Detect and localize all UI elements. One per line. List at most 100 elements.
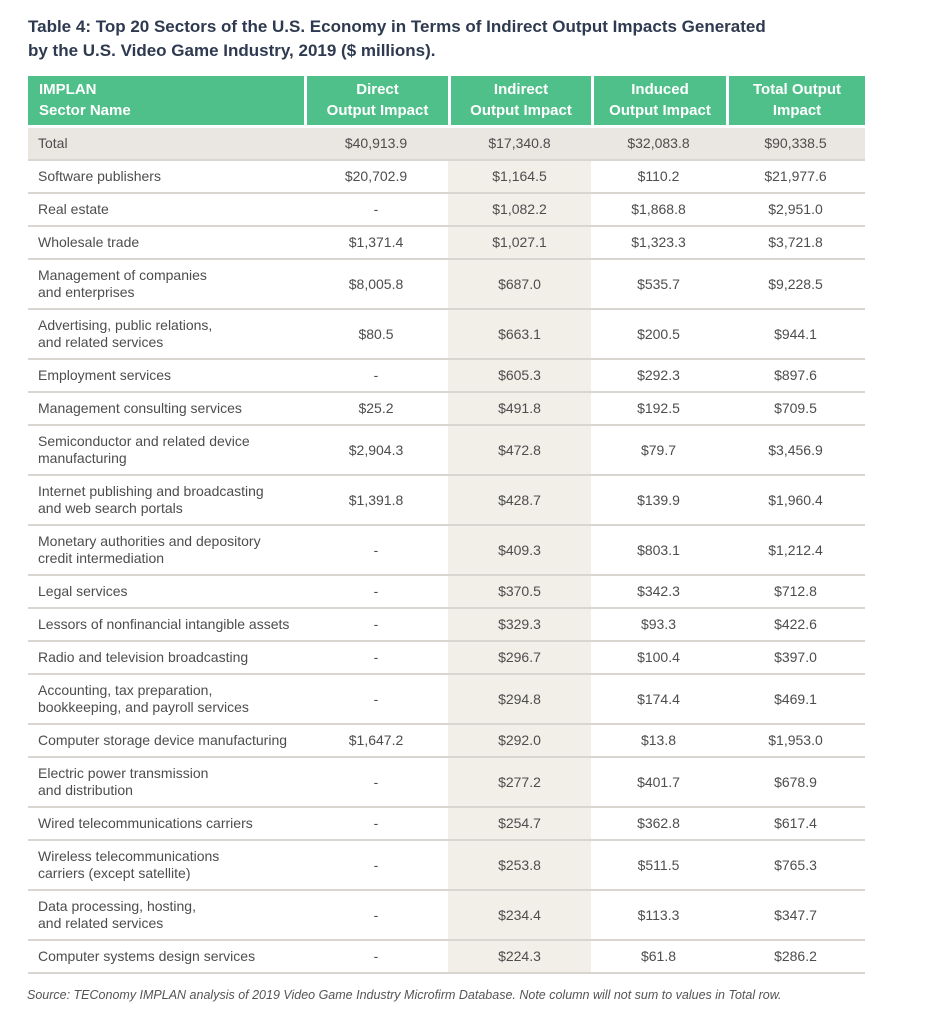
induced-value-cell: $100.4	[591, 642, 726, 675]
total-value-cell: $765.3	[726, 841, 865, 891]
direct-value-cell: -	[304, 642, 448, 675]
table-row: Software publishers $20,702.9 $1,164.5 $110…	[28, 161, 865, 194]
direct-value-cell: $2,904.3	[304, 426, 448, 476]
induced-value-cell: $32,083.8	[591, 128, 726, 161]
total-value-cell: $347.7	[726, 891, 865, 941]
direct-value-cell: -	[304, 194, 448, 227]
col-header-sector-name: IMPLAN Sector Name	[28, 76, 304, 128]
direct-value-cell: -	[304, 675, 448, 725]
indirect-value-cell: $254.7	[448, 808, 591, 841]
table-row: Wired telecommunications carriers - $254.7…	[28, 808, 865, 841]
induced-value-cell: $1,323.3	[591, 227, 726, 260]
col-header-direct-output: Direct Output Impact	[304, 76, 448, 128]
induced-value-cell: $342.3	[591, 576, 726, 609]
total-value-cell: $712.8	[726, 576, 865, 609]
sector-name-cell: Computer storage device manufacturing	[28, 725, 304, 758]
induced-value-cell: $93.3	[591, 609, 726, 642]
total-value-cell: $678.9	[726, 758, 865, 808]
col-header-indirect-output: Indirect Output Impact	[448, 76, 591, 128]
direct-value-cell: $40,913.9	[304, 128, 448, 161]
direct-value-cell: -	[304, 576, 448, 609]
total-value-cell: $709.5	[726, 393, 865, 426]
table-row: Data processing, hosting, and related se…	[28, 891, 865, 941]
direct-value-cell: -	[304, 526, 448, 576]
table-row: Wholesale trade $1,371.4 $1,027.1 $1,323.3 $…	[28, 227, 865, 260]
sector-name-cell: Software publishers	[28, 161, 304, 194]
total-value-cell: $469.1	[726, 675, 865, 725]
induced-value-cell: $511.5	[591, 841, 726, 891]
indirect-value-cell: $253.8	[448, 841, 591, 891]
indirect-value-cell: $329.3	[448, 609, 591, 642]
indirect-value-cell: $370.5	[448, 576, 591, 609]
table-body: Total $40,913.9 $17,340.8 $32,083.8 $90,338.…	[28, 128, 865, 974]
table-row: Computer storage device manufacturing $1,…	[28, 725, 865, 758]
sector-name-cell: Accounting, tax preparation, bookkeeping…	[28, 675, 304, 725]
sector-name-cell: Total	[28, 128, 304, 161]
indirect-value-cell: $1,164.5	[448, 161, 591, 194]
total-value-cell: $3,721.8	[726, 227, 865, 260]
total-value-cell: $422.6	[726, 609, 865, 642]
induced-value-cell: $110.2	[591, 161, 726, 194]
total-value-cell: $1,953.0	[726, 725, 865, 758]
sector-name-cell: Wholesale trade	[28, 227, 304, 260]
induced-value-cell: $292.3	[591, 360, 726, 393]
indirect-value-cell: $277.2	[448, 758, 591, 808]
table-row: Wireless telecommunications carriers (ex…	[28, 841, 865, 891]
induced-value-cell: $13.8	[591, 725, 726, 758]
direct-value-cell: -	[304, 891, 448, 941]
total-value-cell: $944.1	[726, 310, 865, 360]
table-row: Lessors of nonfinancial intangible asset…	[28, 609, 865, 642]
induced-value-cell: $803.1	[591, 526, 726, 576]
table-row: Accounting, tax preparation, bookkeeping…	[28, 675, 865, 725]
induced-value-cell: $174.4	[591, 675, 726, 725]
col-header-total-output: Total Output Impact	[726, 76, 865, 128]
sector-name-cell: Wireless telecommunications carriers (ex…	[28, 841, 304, 891]
table-row: Management consulting services $25.2 $491.…	[28, 393, 865, 426]
table-title-line1: Table 4: Top 20 Sectors of the U.S. Econ…	[28, 17, 766, 36]
direct-value-cell: -	[304, 758, 448, 808]
direct-value-cell: $8,005.8	[304, 260, 448, 310]
induced-value-cell: $535.7	[591, 260, 726, 310]
total-value-cell: $21,977.6	[726, 161, 865, 194]
induced-value-cell: $79.7	[591, 426, 726, 476]
direct-value-cell: $1,371.4	[304, 227, 448, 260]
total-value-cell: $397.0	[726, 642, 865, 675]
total-value-cell: $90,338.5	[726, 128, 865, 161]
col-header-induced-output: Induced Output Impact	[591, 76, 726, 128]
table-row: Semiconductor and related device manufac…	[28, 426, 865, 476]
table-row: Real estate - $1,082.2 $1,868.8 $2,951.0	[28, 194, 865, 227]
table-row: Computer systems design services - $224.3 $…	[28, 941, 865, 974]
impact-table: IMPLAN Sector Name Direct Output Impact …	[28, 76, 865, 974]
sector-name-cell: Electric power transmission and distribu…	[28, 758, 304, 808]
indirect-value-cell: $428.7	[448, 476, 591, 526]
total-value-cell: $1,212.4	[726, 526, 865, 576]
direct-value-cell: -	[304, 941, 448, 974]
indirect-value-cell: $687.0	[448, 260, 591, 310]
sector-name-cell: Employment services	[28, 360, 304, 393]
direct-value-cell: $1,391.8	[304, 476, 448, 526]
direct-value-cell: $25.2	[304, 393, 448, 426]
sector-name-cell: Advertising, public relations, and relat…	[28, 310, 304, 360]
direct-value-cell: $1,647.2	[304, 725, 448, 758]
indirect-value-cell: $296.7	[448, 642, 591, 675]
induced-value-cell: $192.5	[591, 393, 726, 426]
indirect-value-cell: $409.3	[448, 526, 591, 576]
indirect-value-cell: $17,340.8	[448, 128, 591, 161]
total-value-cell: $286.2	[726, 941, 865, 974]
table-row: Monetary authorities and depository cred…	[28, 526, 865, 576]
total-value-cell: $3,456.9	[726, 426, 865, 476]
sector-name-cell: Real estate	[28, 194, 304, 227]
induced-value-cell: $61.8	[591, 941, 726, 974]
header-row: IMPLAN Sector Name Direct Output Impact …	[28, 76, 865, 128]
indirect-value-cell: $491.8	[448, 393, 591, 426]
induced-value-cell: $1,868.8	[591, 194, 726, 227]
indirect-value-cell: $472.8	[448, 426, 591, 476]
induced-value-cell: $139.9	[591, 476, 726, 526]
indirect-value-cell: $294.8	[448, 675, 591, 725]
indirect-value-cell: $292.0	[448, 725, 591, 758]
total-value-cell: $617.4	[726, 808, 865, 841]
total-row: Total $40,913.9 $17,340.8 $32,083.8 $90,338.…	[28, 128, 865, 161]
direct-value-cell: -	[304, 841, 448, 891]
induced-value-cell: $362.8	[591, 808, 726, 841]
